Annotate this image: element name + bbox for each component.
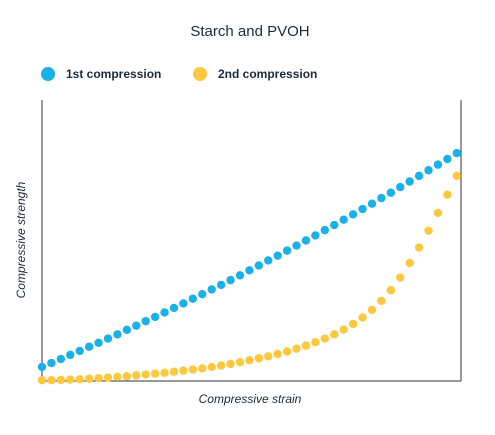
data-point — [207, 285, 216, 294]
data-point — [160, 368, 169, 378]
data-point — [273, 251, 282, 260]
data-point — [66, 350, 75, 360]
legend-label: 1st compression — [66, 67, 161, 81]
data-point — [160, 308, 169, 317]
data-point — [311, 338, 320, 347]
data-point — [264, 256, 273, 265]
data-point — [226, 359, 235, 369]
data-point — [150, 312, 160, 322]
data-point — [245, 266, 254, 275]
data-point — [405, 258, 414, 268]
data-point — [273, 349, 282, 359]
data-point — [443, 154, 452, 164]
data-point — [348, 210, 358, 219]
y-axis-label: Compressive strength — [14, 181, 28, 298]
data-point — [282, 246, 292, 255]
data-point — [358, 204, 367, 214]
data-point — [56, 375, 66, 385]
data-point — [169, 303, 179, 313]
data-point — [254, 261, 264, 270]
data-point — [216, 280, 226, 290]
chart-title: Starch and PVOH — [190, 23, 309, 40]
data-point — [216, 361, 226, 370]
data-point — [424, 166, 433, 175]
data-point — [141, 370, 150, 379]
data-point — [179, 366, 188, 375]
data-point — [169, 367, 179, 376]
data-point — [358, 313, 367, 322]
data-point — [75, 375, 84, 384]
data-point — [386, 188, 396, 197]
data-point — [405, 177, 414, 186]
data-point — [150, 369, 160, 378]
data-point — [443, 190, 452, 199]
data-point — [386, 286, 396, 295]
data-point — [94, 373, 103, 383]
data-point — [47, 358, 56, 368]
data-point — [113, 330, 122, 339]
data-point — [254, 354, 264, 363]
data-point — [37, 362, 47, 372]
data-point — [47, 375, 56, 385]
data-point — [179, 299, 188, 308]
data-point — [433, 160, 443, 169]
legend-marker — [193, 67, 207, 81]
data-point — [348, 319, 358, 329]
data-point — [132, 371, 141, 380]
data-point — [311, 231, 320, 240]
data-point — [103, 334, 113, 343]
data-point — [122, 325, 132, 335]
data-point — [226, 275, 235, 285]
data-point — [433, 208, 443, 218]
data-point — [301, 341, 311, 350]
data-point — [235, 357, 245, 367]
data-point — [94, 338, 103, 347]
data-point — [339, 215, 348, 224]
data-point — [103, 373, 113, 382]
data-point — [424, 226, 433, 235]
data-point — [84, 374, 94, 383]
data-point — [452, 171, 462, 181]
data-point — [339, 325, 348, 334]
data-point — [396, 273, 405, 282]
data-point — [132, 321, 141, 330]
data-point — [264, 352, 273, 361]
data-point — [141, 316, 150, 326]
data-point — [396, 182, 405, 192]
data-point — [320, 334, 330, 343]
legend-marker — [41, 67, 55, 81]
x-axis-label: Compressive strain — [199, 392, 302, 406]
data-point — [282, 347, 292, 356]
data-point — [245, 356, 254, 365]
data-point — [330, 220, 339, 230]
data-point — [113, 372, 122, 381]
data-point — [292, 241, 301, 250]
data-point — [66, 375, 75, 384]
data-point — [367, 199, 377, 208]
data-point — [207, 362, 216, 372]
data-point — [122, 372, 132, 381]
data-point — [414, 171, 424, 181]
data-point — [198, 364, 207, 373]
data-point — [84, 342, 94, 351]
data-point — [188, 365, 198, 374]
data-point — [330, 330, 339, 339]
data-point — [301, 236, 311, 245]
data-point — [414, 243, 424, 252]
data-point — [452, 148, 462, 158]
data-point — [235, 271, 245, 280]
data-point — [320, 225, 330, 235]
data-point — [198, 289, 207, 299]
data-point — [75, 346, 84, 356]
data-point — [292, 344, 301, 353]
data-point — [377, 296, 386, 306]
data-point — [188, 294, 198, 303]
legend-label: 2nd compression — [218, 67, 317, 81]
data-point — [377, 193, 386, 203]
data-point — [367, 305, 377, 315]
data-point — [37, 375, 47, 385]
data-point — [56, 354, 66, 364]
